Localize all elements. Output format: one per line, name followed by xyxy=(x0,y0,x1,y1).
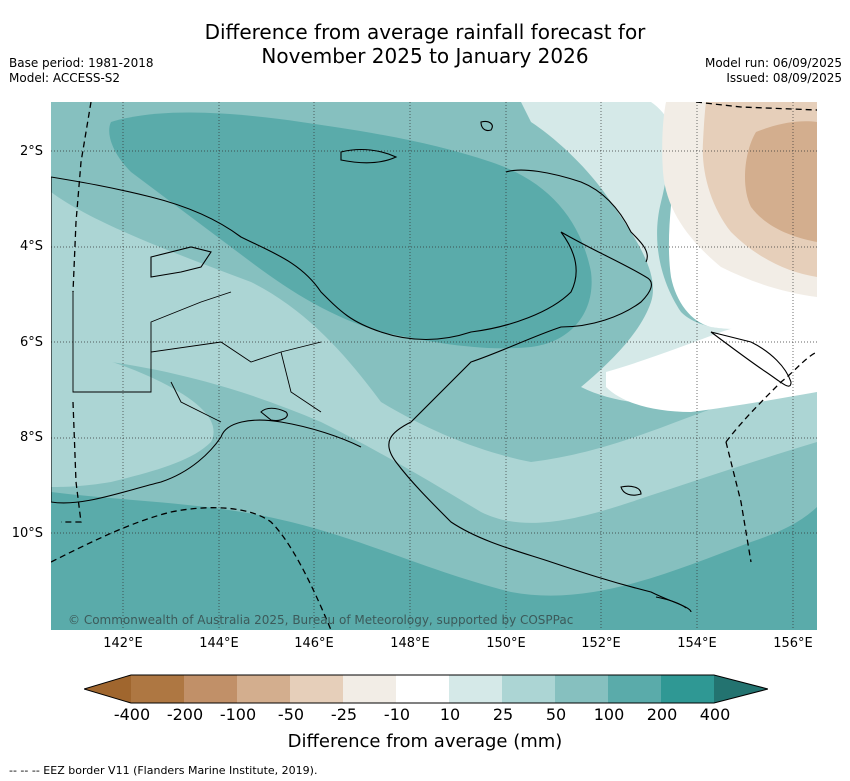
map-svg xyxy=(51,102,817,630)
base-period: Base period: 1981-2018 xyxy=(9,56,154,70)
colorbar-bin xyxy=(237,675,290,703)
colorbar xyxy=(84,674,768,704)
lon-label-142e: 142°E xyxy=(103,636,143,651)
lat-label-4s: 4°S xyxy=(19,239,43,254)
colorbar-tick: 400 xyxy=(699,705,731,724)
colorbar-bin xyxy=(343,675,396,703)
colorbar-tick: -400 xyxy=(113,705,151,724)
lat-label-8s: 8°S xyxy=(19,430,43,445)
colorbar-outline xyxy=(84,674,768,704)
colorbar-bin xyxy=(131,675,184,703)
colorbar-bin xyxy=(449,675,502,703)
meta-left: Base period: 1981-2018 Model: ACCESS-S2 xyxy=(9,56,154,86)
title-line-2: November 2025 to January 2026 xyxy=(261,44,589,68)
lon-label-144e: 144°E xyxy=(199,636,239,651)
colorbar-tick: -200 xyxy=(166,705,204,724)
lon-label-146e: 146°E xyxy=(294,636,334,651)
map-title: Difference from average rainfall forecas… xyxy=(0,20,850,68)
colorbar-bin xyxy=(502,675,555,703)
colorbar-label: Difference from average (mm) xyxy=(287,731,563,752)
lat-label-6s: 6°S xyxy=(19,335,43,350)
colorbar-bin xyxy=(184,675,237,703)
colorbar-tick: 100 xyxy=(593,705,625,724)
band-25-50-west xyxy=(51,347,214,487)
meta-right: Model run: 06/09/2025 Issued: 08/09/2025 xyxy=(705,56,842,86)
colorbar-bin xyxy=(290,675,343,703)
band-25-50 xyxy=(51,192,817,523)
colorbar-tick: 200 xyxy=(646,705,678,724)
colorbar-bin xyxy=(555,675,608,703)
rainfall-map xyxy=(51,102,817,630)
colorbar-tick: -50 xyxy=(277,705,305,724)
lat-label-2s: 2°S xyxy=(19,144,43,159)
colorbar-tick: -10 xyxy=(383,705,411,724)
colorbar-tick: 50 xyxy=(545,705,567,724)
band-neutral-east xyxy=(606,317,817,412)
colorbar-arrow-low xyxy=(84,675,131,703)
lon-label-154e: 154°E xyxy=(677,636,717,651)
colorbar-tick: -100 xyxy=(219,705,257,724)
lon-label-156e: 156°E xyxy=(773,636,813,651)
band-100-200-south xyxy=(51,492,817,630)
colorbar-arrow-high xyxy=(714,675,768,703)
lon-label-152e: 152°E xyxy=(581,636,621,651)
model-run: Model run: 06/09/2025 xyxy=(704,56,842,70)
coastlines xyxy=(51,120,792,613)
colorbar-bin xyxy=(396,675,449,703)
colorbar-tick: 10 xyxy=(439,705,461,724)
lat-label-10s: 10°S xyxy=(11,526,43,541)
graticule xyxy=(51,102,817,630)
colorbar-bin xyxy=(661,675,714,703)
provincial-borders xyxy=(72,291,322,423)
issued-date: Issued: 08/09/2025 xyxy=(726,71,842,85)
band-100-200-north xyxy=(109,112,592,349)
model-name: Model: ACCESS-S2 xyxy=(9,71,121,85)
eez-borders xyxy=(51,102,817,630)
band-dry-strong xyxy=(744,121,817,242)
colorbar-tick: 25 xyxy=(492,705,514,724)
colorbar-tick: -25 xyxy=(330,705,358,724)
eez-footnote: -- -- -- EEZ border V11 (Flanders Marine… xyxy=(9,764,318,777)
copyright-credit: © Commonwealth of Australia 2025, Bureau… xyxy=(68,613,574,627)
lon-label-150e: 150°E xyxy=(486,636,526,651)
colorbar-bin xyxy=(608,675,661,703)
lon-label-148e: 148°E xyxy=(390,636,430,651)
title-line-1: Difference from average rainfall forecas… xyxy=(204,20,646,44)
